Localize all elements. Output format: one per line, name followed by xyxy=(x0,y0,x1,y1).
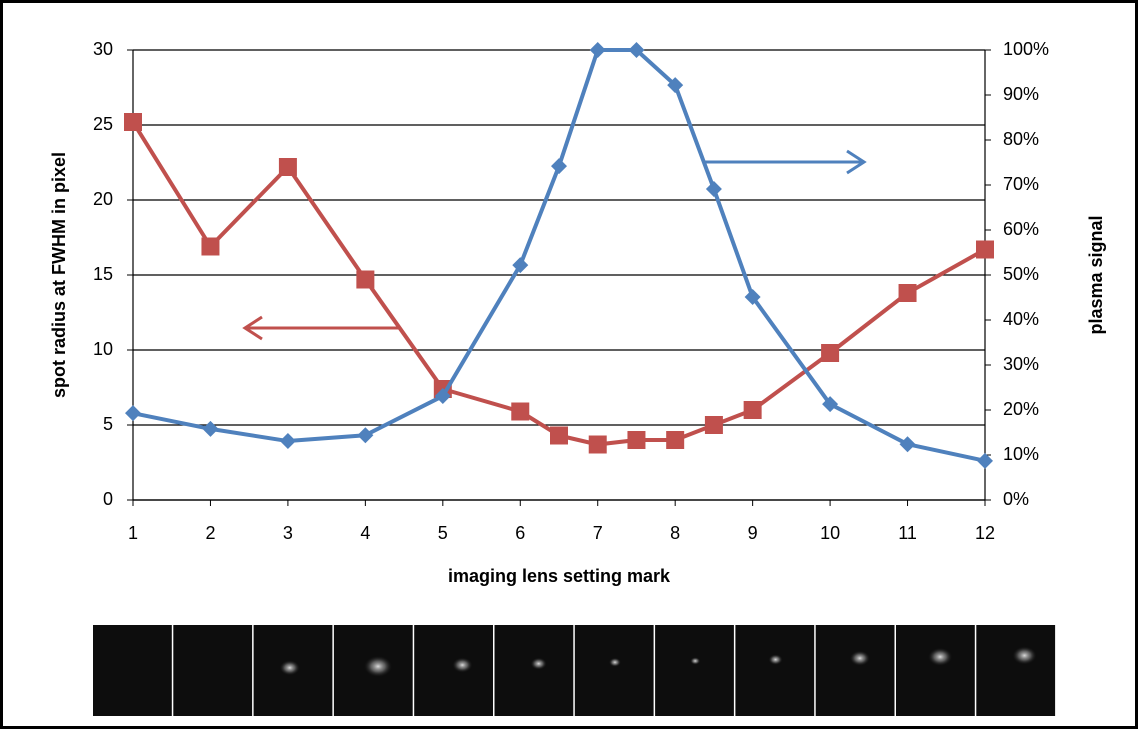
marker xyxy=(705,416,723,434)
x-tick-label: 8 xyxy=(670,523,680,543)
plot-area: 0510152025300%10%20%30%40%50%60%70%80%90… xyxy=(93,39,1049,543)
y2-tick-label: 0% xyxy=(1003,489,1029,509)
x-tick-label: 9 xyxy=(748,523,758,543)
y2-tick-label: 60% xyxy=(1003,219,1039,239)
y2-axis-title: plasma signal xyxy=(1086,215,1106,334)
thumbnail-spot xyxy=(364,656,392,677)
marker xyxy=(899,284,917,302)
x-tick-label: 12 xyxy=(975,523,995,543)
marker xyxy=(511,403,529,421)
thumbnail xyxy=(414,625,493,716)
series-line xyxy=(133,50,985,461)
frame xyxy=(2,2,1137,728)
thumbnail xyxy=(575,625,654,716)
x-tick-label: 6 xyxy=(515,523,525,543)
thumbnail-spot xyxy=(452,658,472,673)
marker xyxy=(125,405,141,421)
y-tick-label: 30 xyxy=(93,39,113,59)
thumbnail-spot xyxy=(609,658,621,667)
thumbnail-spot xyxy=(769,654,783,665)
marker xyxy=(976,241,994,259)
marker xyxy=(279,158,297,176)
marker xyxy=(280,433,296,449)
x-tick-label: 1 xyxy=(128,523,138,543)
thumbnail xyxy=(495,625,574,716)
x-tick-label: 11 xyxy=(898,523,917,543)
marker xyxy=(900,436,916,452)
y-tick-label: 20 xyxy=(93,189,113,209)
x-tick-label: 7 xyxy=(593,523,603,543)
y-tick-label: 15 xyxy=(93,264,113,284)
marker xyxy=(706,181,722,197)
marker xyxy=(201,238,219,256)
marker xyxy=(744,401,762,419)
y-tick-label: 5 xyxy=(103,414,113,434)
marker xyxy=(550,427,568,445)
thumbnail xyxy=(735,625,814,716)
thumbnail-spot xyxy=(1012,646,1036,664)
y2-tick-label: 40% xyxy=(1003,309,1039,329)
y-axis-title: spot radius at FWHM in pixel xyxy=(49,152,69,398)
y2-tick-label: 70% xyxy=(1003,174,1039,194)
marker xyxy=(589,436,607,454)
marker xyxy=(357,427,373,443)
marker xyxy=(551,158,567,174)
thumbnail xyxy=(816,625,895,716)
y2-tick-label: 80% xyxy=(1003,129,1039,149)
x-tick-label: 2 xyxy=(205,523,215,543)
marker xyxy=(356,271,374,289)
x-tick-label: 5 xyxy=(438,523,448,543)
y2-tick-label: 90% xyxy=(1003,84,1039,104)
marker xyxy=(202,421,218,437)
thumbnail-spot xyxy=(928,648,952,666)
thumbnail-spot xyxy=(850,651,870,666)
marker xyxy=(821,344,839,362)
chart: 0510152025300%10%20%30%40%50%60%70%80%90… xyxy=(0,0,1138,729)
marker xyxy=(666,431,684,449)
thumbnail xyxy=(896,625,975,716)
y2-tick-label: 30% xyxy=(1003,354,1039,374)
thumbnail-spot xyxy=(280,660,300,675)
thumbnail-spot xyxy=(690,657,700,665)
y2-tick-label: 20% xyxy=(1003,399,1039,419)
x-axis-title: imaging lens setting mark xyxy=(448,566,671,586)
thumbnail xyxy=(655,625,734,716)
thumbnail xyxy=(93,625,172,716)
y2-tick-label: 100% xyxy=(1003,39,1049,59)
marker xyxy=(590,42,606,58)
y-tick-label: 25 xyxy=(93,114,113,134)
x-tick-label: 3 xyxy=(283,523,293,543)
marker xyxy=(627,431,645,449)
y2-tick-label: 10% xyxy=(1003,444,1039,464)
y2-tick-label: 50% xyxy=(1003,264,1039,284)
thumbnail-spot xyxy=(531,658,547,670)
thumbnail xyxy=(976,625,1055,716)
marker xyxy=(124,113,142,131)
thumbnail xyxy=(173,625,252,716)
x-tick-label: 4 xyxy=(360,523,370,543)
thumbnail-strip xyxy=(93,625,1055,716)
y-tick-label: 10 xyxy=(93,339,113,359)
x-tick-label: 10 xyxy=(820,523,840,543)
y-tick-label: 0 xyxy=(103,489,113,509)
